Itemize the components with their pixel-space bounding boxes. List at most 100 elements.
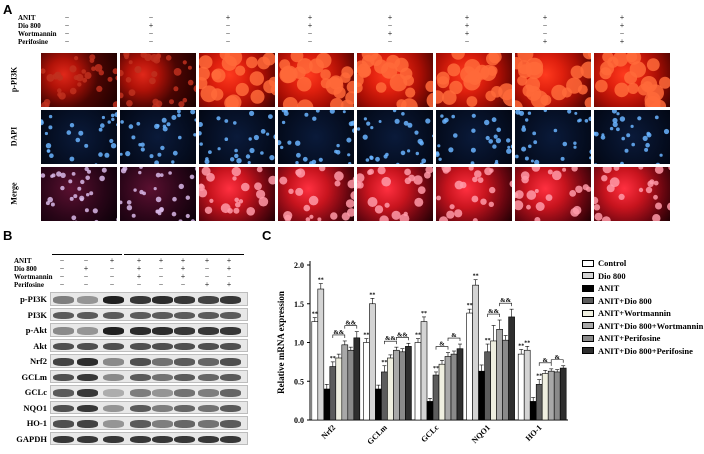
cell-dot [589, 156, 591, 160]
blot-band [174, 420, 195, 428]
bar [484, 351, 491, 421]
cell-dot [400, 150, 406, 156]
treatment-label: Perifosine [18, 38, 48, 46]
cell-dot [44, 131, 48, 136]
treatment-sign: − [148, 37, 154, 46]
cell-dot [357, 181, 364, 189]
cell-dot [369, 155, 374, 160]
treatment-sign: − [83, 256, 89, 265]
cell-dot [99, 175, 105, 182]
cell-dot [57, 88, 62, 93]
bar [329, 366, 337, 421]
cell-dot [211, 69, 222, 80]
treatment-sign: − [387, 21, 393, 30]
cell-dot [379, 215, 389, 221]
cell-dot [75, 137, 81, 143]
blot-band [198, 435, 219, 443]
cell-dot [663, 128, 670, 135]
treatment-label: Perifosine [14, 281, 44, 289]
cell-dot [594, 163, 598, 164]
cell-dot [468, 167, 474, 171]
cell-dot [624, 148, 629, 153]
treatment-sign: + [387, 29, 393, 38]
micrograph-dots [199, 110, 275, 164]
cell-dot [492, 144, 497, 149]
cell-dot [595, 79, 608, 93]
blot-band [77, 389, 98, 397]
bar [393, 349, 400, 421]
cell-dot [98, 127, 103, 132]
blot-band [103, 296, 124, 304]
bar [420, 321, 428, 421]
cell-dot [493, 134, 498, 139]
cell-dot [151, 71, 158, 78]
cell-dot [363, 117, 367, 121]
cell-dot [120, 200, 123, 205]
cell-dot [69, 87, 77, 95]
cell-dot [66, 130, 72, 135]
cell-dot [436, 90, 444, 104]
cell-dot [236, 158, 242, 164]
panel-c-legend: Control Dio 800 ANIT ANIT+Dio 800 ANIT+Wortm… [582, 258, 703, 358]
treatment-sign: − [619, 29, 625, 38]
treatment-sign: + [542, 13, 548, 22]
blot-band [130, 296, 151, 304]
panel-a-row-label: DAPI [9, 126, 19, 147]
cell-dot [317, 217, 322, 221]
cell-dot [219, 53, 230, 60]
cell-dot [377, 167, 386, 175]
treatment-sign: − [64, 21, 70, 30]
blot-strip [50, 323, 248, 337]
cell-dot [296, 76, 312, 92]
cell-dot [295, 187, 304, 196]
legend-label: ANIT+Perifosine [598, 333, 661, 343]
cell-dot [120, 152, 123, 156]
cell-dot [84, 72, 92, 79]
bar [426, 401, 434, 421]
cell-dot [545, 194, 553, 201]
bar [323, 388, 331, 421]
significance-bracket [447, 337, 461, 342]
cell-dot [567, 110, 572, 114]
cell-dot [383, 154, 388, 159]
cell-dot [246, 56, 258, 69]
cell-dot [357, 173, 365, 183]
cell-dot [646, 131, 651, 136]
cell-dot [94, 219, 99, 221]
cell-dot [101, 115, 105, 120]
cell-dot [233, 121, 237, 125]
blot-band [103, 342, 124, 350]
cell-dot [80, 179, 85, 185]
bar [472, 284, 479, 421]
cell-dot [509, 180, 512, 188]
cell-dot [149, 154, 154, 159]
treatment-sign: + [204, 280, 210, 289]
significance-bracket [435, 346, 449, 350]
micrograph-cell [593, 166, 671, 222]
blot-band [220, 342, 241, 350]
micrograph-cell [40, 109, 118, 165]
cell-dot [480, 198, 487, 205]
cell-dot [120, 69, 124, 77]
treatment-sign: − [204, 272, 210, 281]
significance-label: && [333, 329, 344, 336]
cell-dot [305, 217, 311, 221]
cell-dot [290, 53, 304, 63]
cell-dot [249, 147, 255, 154]
y-tick-label: 0.5 [294, 377, 304, 386]
cell-dot [41, 68, 46, 74]
treatment-sign: + [542, 37, 548, 46]
cell-dot [532, 131, 537, 136]
cell-dot [296, 152, 301, 158]
cell-dot [140, 142, 145, 147]
cell-dot [260, 129, 266, 134]
cell-dot [506, 148, 512, 154]
treatment-sign: − [225, 21, 231, 30]
micrograph-cell [356, 52, 434, 108]
cell-dot [451, 114, 455, 119]
significance-bracket [538, 362, 552, 366]
y-tick-label: 0.0 [294, 416, 304, 425]
cell-dot [594, 131, 597, 136]
cell-dot [381, 176, 391, 187]
cell-dot [149, 77, 156, 85]
